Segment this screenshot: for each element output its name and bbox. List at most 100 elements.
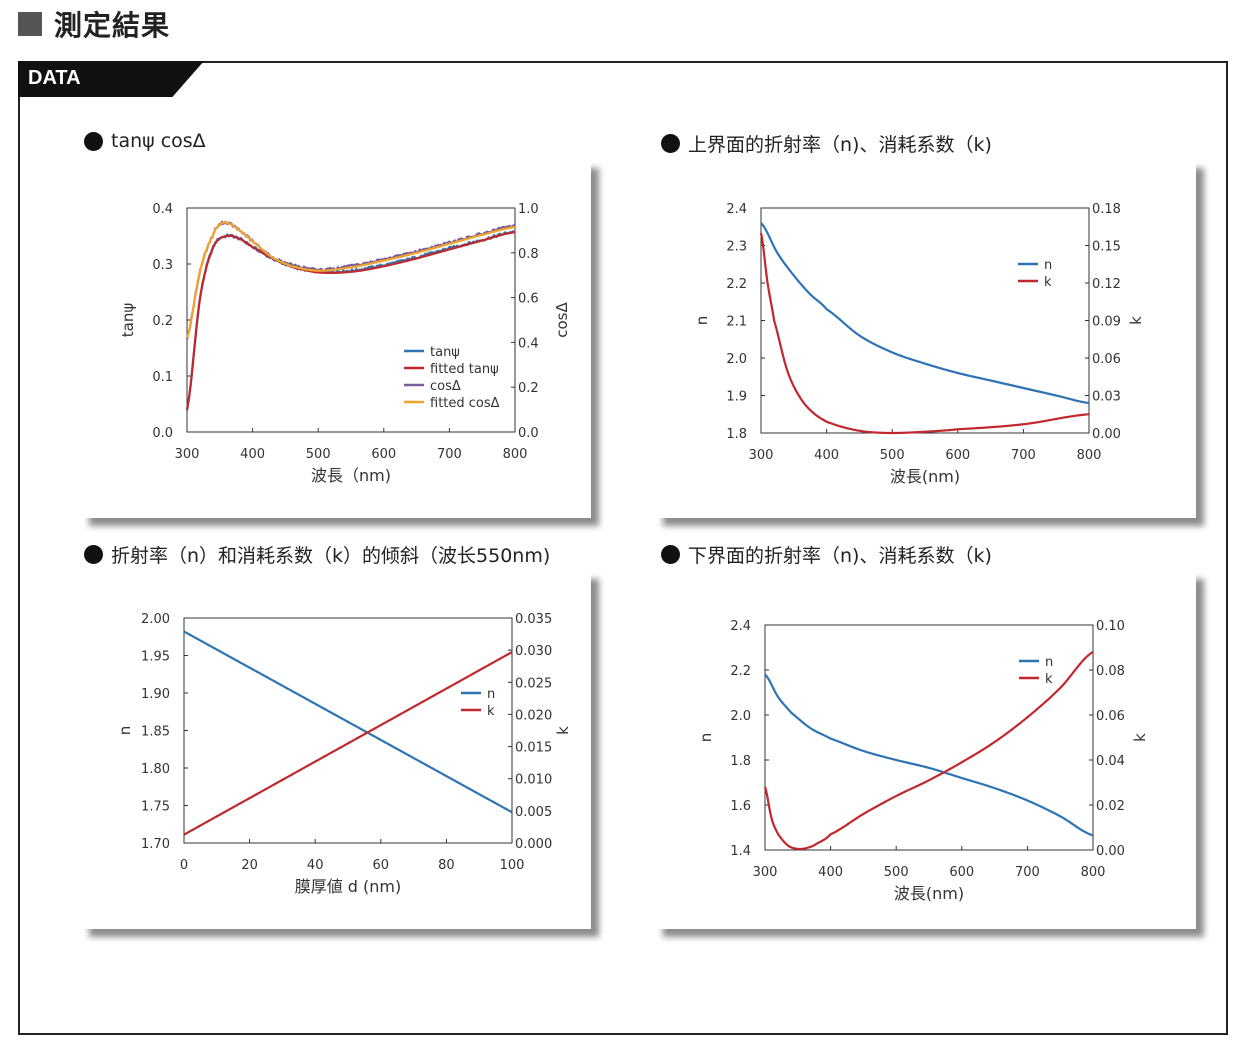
y2-axis-label: cosΔ bbox=[553, 302, 571, 338]
chart-tanpsi-cosdelta: 300 400 500 600 700 800 0.0 0.1 0.2 0.3 0.4 0.0 0.2 0… bbox=[119, 202, 571, 485]
y-tick-label: 2.00 bbox=[141, 612, 170, 627]
plot-frame bbox=[764, 624, 1094, 851]
y-tick-label: 2.2 bbox=[730, 664, 751, 679]
x-tick-label: 400 bbox=[814, 448, 839, 463]
x-tick-label: 100 bbox=[500, 858, 525, 873]
y2-tick-label: 0.6 bbox=[518, 292, 539, 307]
x-tick-label: 300 bbox=[753, 865, 778, 880]
y-tick-label: 0.1 bbox=[152, 370, 173, 385]
header-square-icon bbox=[18, 12, 42, 36]
data-section-frame bbox=[18, 61, 1228, 1035]
chart-lower-nk: 300 400 500 600 700 800 1.4 1.6 1.8 2.0 2.2 2.4 0.00… bbox=[697, 619, 1149, 903]
y2-tick-label: 0.005 bbox=[515, 805, 552, 820]
x-tick-label: 500 bbox=[884, 865, 909, 880]
y-tick-label: 2.3 bbox=[726, 240, 747, 255]
legend-label: n bbox=[1044, 258, 1052, 273]
x-axis-label: 波長（nm) bbox=[311, 466, 391, 485]
y-tick-label: 1.90 bbox=[141, 687, 170, 702]
bullet-icon bbox=[661, 134, 680, 153]
x-tick-label: 80 bbox=[438, 858, 455, 873]
y-tick-label: 1.80 bbox=[141, 762, 170, 777]
y2-tick-label: 0.03 bbox=[1092, 390, 1121, 405]
series-line-n bbox=[764, 673, 1094, 837]
y-tick-label: 1.8 bbox=[726, 427, 747, 442]
x-axis-label: 波長(nm) bbox=[894, 884, 964, 903]
x-tick-label: 400 bbox=[240, 447, 265, 462]
data-tab: DATA bbox=[18, 61, 204, 97]
y-axis-label: n bbox=[697, 733, 715, 743]
y2-tick-label: 0.10 bbox=[1096, 619, 1125, 634]
y-tick-label: 1.6 bbox=[730, 799, 751, 814]
y2-tick-label: 0.04 bbox=[1096, 754, 1125, 769]
x-tick-label: 700 bbox=[1011, 448, 1036, 463]
y-tick-label: 1.9 bbox=[726, 390, 747, 405]
series-line-fitted-cosΔ bbox=[185, 221, 516, 339]
y2-tick-label: 0.06 bbox=[1096, 709, 1125, 724]
x-tick-label: 0 bbox=[180, 858, 188, 873]
x-tick-label: 500 bbox=[306, 447, 331, 462]
panel-title-tanpsi: tanψ cosΔ bbox=[84, 130, 206, 152]
y-tick-label: 1.4 bbox=[730, 844, 751, 859]
legend-label: k bbox=[487, 704, 495, 719]
panel-title-text: tanψ cosΔ bbox=[111, 130, 206, 152]
y2-axis-label: k bbox=[554, 726, 572, 735]
x-tick-label: 600 bbox=[371, 447, 396, 462]
y2-tick-label: 0.020 bbox=[515, 708, 552, 723]
bullet-icon bbox=[84, 545, 103, 564]
y-tick-label: 2.4 bbox=[730, 619, 751, 634]
y2-axis-label: k bbox=[1131, 733, 1149, 742]
legend-label: k bbox=[1044, 275, 1052, 290]
y2-axis-label: k bbox=[1127, 316, 1145, 325]
legend-label: cosΔ bbox=[430, 379, 461, 394]
x-tick-label: 300 bbox=[175, 447, 200, 462]
x-tick-label: 600 bbox=[949, 865, 974, 880]
panel-title-lower-nk: 下界面的折射率（n)、消耗系数（k) bbox=[661, 541, 992, 568]
plot-frame bbox=[183, 617, 513, 844]
panel-title-text: 折射率（n）和消耗系数（k）的倾斜（波长550nm) bbox=[111, 545, 551, 567]
y-tick-label: 0.0 bbox=[152, 426, 173, 441]
legend-label: fitted tanψ bbox=[430, 362, 499, 377]
chart-card-upper-nk: 300 400 500 600 700 800 1.8 1.9 2.0 2.1 2.2 2.3 2.4 0… bbox=[655, 160, 1196, 518]
legend-label: n bbox=[1045, 655, 1053, 670]
y-tick-label: 0.4 bbox=[152, 202, 173, 217]
x-tick-label: 800 bbox=[1077, 448, 1102, 463]
y2-tick-label: 0.2 bbox=[518, 381, 539, 396]
y-tick-label: 1.70 bbox=[141, 837, 170, 852]
y2-tick-label: 0.030 bbox=[515, 644, 552, 659]
y-tick-label: 0.2 bbox=[152, 314, 173, 329]
y2-tick-label: 0.000 bbox=[515, 837, 552, 852]
x-tick-label: 400 bbox=[818, 865, 843, 880]
series-line-tanψ bbox=[185, 230, 516, 411]
y2-tick-label: 0.0 bbox=[518, 426, 539, 441]
x-axis-label: 膜厚値 d (nm) bbox=[295, 877, 402, 896]
y2-tick-label: 0.035 bbox=[515, 612, 552, 627]
x-tick-label: 700 bbox=[437, 447, 462, 462]
y2-tick-label: 0.8 bbox=[518, 247, 539, 262]
y2-tick-label: 0.010 bbox=[515, 773, 552, 788]
y2-tick-label: 0.06 bbox=[1092, 352, 1121, 367]
bullet-icon bbox=[661, 545, 680, 564]
x-tick-label: 60 bbox=[373, 858, 390, 873]
chart-card-gradient: 0 20 40 60 80 100 1.70 1.75 1.80 1.85 1.90 1.95 2.00… bbox=[81, 571, 591, 929]
series-line-fitted-tanψ bbox=[185, 230, 516, 410]
y-tick-label: 1.8 bbox=[730, 754, 751, 769]
y2-tick-label: 0.18 bbox=[1092, 202, 1121, 217]
legend-label: fitted cosΔ bbox=[430, 396, 500, 411]
y-tick-label: 0.3 bbox=[152, 258, 173, 273]
x-tick-label: 40 bbox=[307, 858, 324, 873]
plot-frame bbox=[760, 207, 1090, 434]
y-axis-label: n bbox=[116, 726, 134, 736]
y-tick-label: 2.0 bbox=[726, 352, 747, 367]
x-tick-label: 700 bbox=[1015, 865, 1040, 880]
series-line-k bbox=[759, 232, 1090, 435]
series-line-n bbox=[183, 630, 513, 814]
y2-tick-label: 0.15 bbox=[1092, 240, 1121, 255]
y-tick-label: 1.85 bbox=[141, 725, 170, 740]
legend-label: tanψ bbox=[430, 345, 460, 360]
y-tick-label: 2.4 bbox=[726, 202, 747, 217]
panel-title-text: 上界面的折射率（n)、消耗系数（k) bbox=[688, 134, 992, 156]
panel-title-upper-nk: 上界面的折射率（n)、消耗系数（k) bbox=[661, 130, 992, 157]
x-tick-label: 300 bbox=[749, 448, 774, 463]
panel-title-text: 下界面的折射率（n)、消耗系数（k) bbox=[688, 545, 992, 567]
chart-gradient: 0 20 40 60 80 100 1.70 1.75 1.80 1.85 1.90 1.95 2.00… bbox=[116, 612, 572, 896]
